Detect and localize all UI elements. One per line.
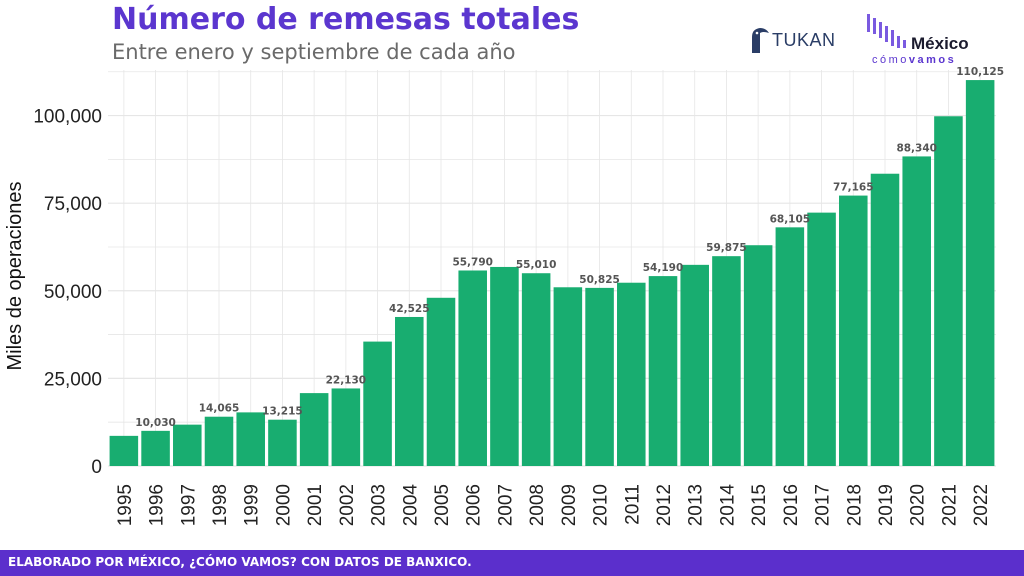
data-label-2012: 54,190: [643, 262, 684, 274]
bar-2006: [458, 270, 487, 466]
x-tick-label: 1996: [147, 484, 168, 526]
bar-2018: [839, 195, 868, 466]
bars-layer: [109, 80, 995, 467]
x-tick-label: 1998: [210, 484, 231, 526]
bar-2019: [870, 173, 900, 467]
data-label-2000: 13,215: [262, 406, 303, 418]
y-tick-label: 50,000: [44, 282, 102, 303]
data-label-1996: 10,030: [135, 417, 176, 429]
bar-2017: [807, 212, 836, 466]
bar-1996: [141, 430, 170, 466]
como-logo-text: cómo: [872, 54, 909, 66]
x-tick-label: 2012: [654, 484, 675, 526]
bar-2009: [553, 287, 583, 466]
x-tick-label: 2000: [273, 484, 294, 526]
tukan-logo: TUKAN: [748, 20, 836, 60]
x-tick-label: 2019: [876, 484, 897, 526]
bar-1997: [173, 424, 202, 466]
x-tick-label: 2018: [844, 484, 865, 526]
y-axis-label: Miles de operaciones: [4, 182, 26, 371]
bar-2007: [490, 266, 519, 466]
bar-2003: [363, 341, 392, 466]
x-tick-label: 2022: [971, 484, 992, 526]
x-tick-label: 2006: [464, 484, 485, 526]
tukan-logo-text: TUKAN: [772, 29, 836, 50]
data-label-2018: 77,165: [833, 182, 874, 194]
data-label-2008: 55,010: [516, 259, 557, 271]
x-tick-label: 2009: [559, 484, 580, 526]
data-label-2020: 88,340: [896, 142, 937, 154]
chart-subtitle: Entre enero y septiembre de cada año: [112, 40, 516, 64]
bar-2011: [617, 282, 646, 466]
data-label-2004: 42,525: [389, 303, 430, 315]
x-axis: 1995 1996 1997 1998 1999 2000 2001 2002 2003 2004…: [115, 484, 992, 527]
bar-1999: [236, 412, 265, 466]
toucan-icon: [752, 28, 769, 53]
bar-2020: [902, 156, 931, 466]
vamos-logo-text: vamos: [908, 54, 957, 66]
bar-2004: [395, 316, 424, 466]
data-label-2016: 68,105: [770, 213, 811, 225]
x-tick-label: 2011: [622, 484, 643, 525]
bars-logo-icon: [867, 14, 906, 48]
data-label-2010: 50,825: [579, 274, 620, 286]
data-labels-layer: 10,030 14,065 13,215 22,130 42,525 55,790 55,0…: [135, 66, 1004, 429]
bar-2015: [743, 245, 773, 466]
data-label-2002: 22,130: [326, 374, 367, 386]
bar-2016: [775, 227, 805, 466]
footer-bar: ELABORADO POR MÉXICO, ¿CÓMO VAMOS? CON D…: [0, 550, 1024, 576]
bar-2022: [965, 80, 995, 466]
x-tick-label: 1995: [115, 484, 136, 526]
data-label-2014: 59,875: [706, 242, 747, 254]
bar-2000: [268, 419, 297, 466]
x-tick-label: 2016: [781, 484, 802, 526]
bar-2010: [585, 287, 614, 466]
bar-2008: [521, 273, 551, 466]
como-vamos-logo-text: cómovamos: [872, 54, 956, 66]
data-label-2022: 110,125: [956, 66, 1004, 78]
bar-1995: [109, 435, 139, 466]
mexico-logo-text: México: [911, 34, 969, 53]
y-tick-label: 0: [91, 457, 102, 478]
x-tick-label: 2004: [400, 484, 421, 527]
x-tick-label: 2013: [686, 484, 707, 526]
data-label-2006: 55,790: [452, 256, 493, 268]
x-tick-label: 2020: [908, 484, 929, 526]
x-tick-label: 2008: [527, 484, 548, 526]
x-tick-label: 1997: [178, 484, 199, 526]
x-tick-label: 2002: [337, 484, 358, 526]
bar-chart: 10,030 14,065 13,215 22,130 42,525 55,790 55,0…: [4, 66, 1004, 527]
y-tick-label: 75,000: [44, 194, 102, 215]
x-tick-label: 2001: [305, 484, 326, 526]
x-tick-label: 2010: [591, 484, 612, 526]
x-tick-label: 2021: [939, 484, 960, 526]
chart-title: Número de remesas totales: [112, 2, 580, 37]
bar-2012: [648, 276, 678, 466]
bar-1998: [204, 416, 234, 466]
x-tick-label: 2003: [369, 484, 390, 526]
y-tick-label: 25,000: [44, 369, 102, 390]
x-tick-label: 2007: [495, 484, 516, 526]
bar-2002: [331, 388, 361, 466]
bar-2013: [680, 264, 709, 466]
bar-2005: [426, 297, 456, 466]
y-tick-label: 100,000: [33, 107, 102, 128]
footer-text: ELABORADO POR MÉXICO, ¿CÓMO VAMOS? CON D…: [8, 555, 472, 569]
x-tick-label: 1999: [242, 484, 263, 526]
y-axis: 0 25,000 50,000 75,000 100,000: [33, 107, 102, 478]
x-tick-label: 2015: [749, 484, 770, 526]
bar-2021: [934, 116, 963, 466]
x-tick-label: 2005: [432, 484, 453, 526]
x-tick-label: 2014: [717, 484, 738, 527]
bar-2014: [712, 256, 741, 466]
data-label-1998: 14,065: [199, 403, 240, 415]
x-tick-label: 2017: [813, 484, 834, 526]
bar-2001: [299, 393, 329, 466]
mexico-como-vamos-logo: México cómovamos: [866, 14, 1016, 70]
